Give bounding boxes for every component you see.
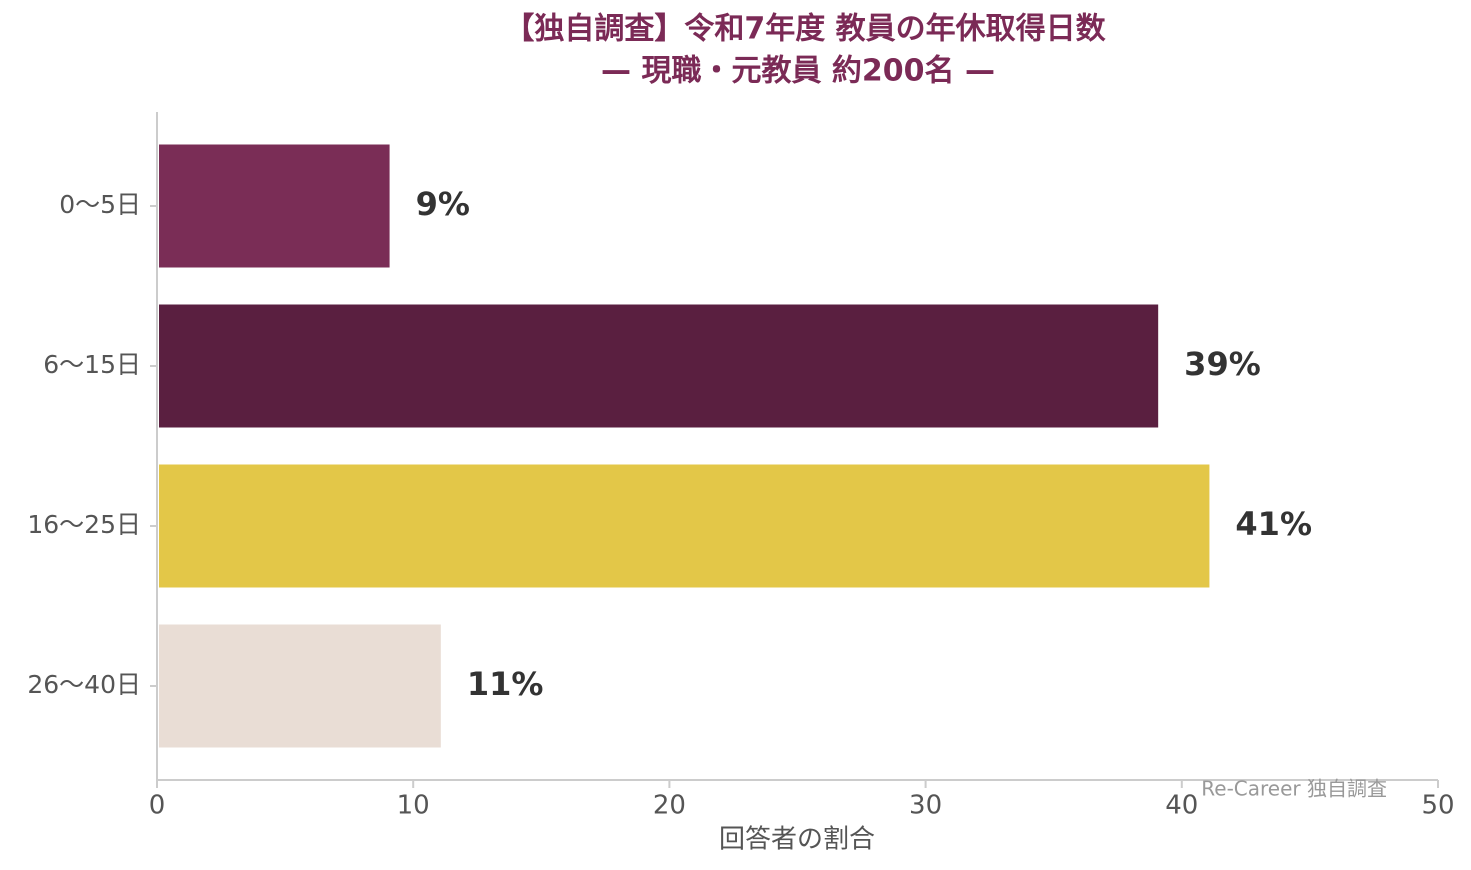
x-tick-label: 0	[149, 791, 166, 821]
bar	[159, 464, 1210, 588]
y-tick-label: 6〜15日	[43, 350, 141, 379]
x-tick-label: 20	[653, 791, 686, 821]
value-label: 39%	[1184, 345, 1261, 383]
bar	[159, 624, 441, 748]
bar	[159, 144, 390, 268]
chart-title: 【独自調査】令和7年度 教員の年休取得日数	[504, 12, 1106, 47]
x-tick-label: 10	[397, 791, 430, 821]
annotation: Re-Career 独自調査	[1201, 777, 1387, 801]
bar	[159, 304, 1159, 428]
value-label: 41%	[1235, 505, 1312, 543]
x-axis-label: 回答者の割合	[719, 825, 875, 855]
value-label: 11%	[467, 665, 544, 703]
chart-subtitle: — 現職・元教員 約200名 —	[601, 54, 995, 89]
y-tick-label: 0〜5日	[59, 190, 141, 219]
y-tick-label: 16〜25日	[27, 510, 141, 539]
x-tick-label: 40	[1165, 791, 1198, 821]
value-label: 9%	[416, 185, 470, 223]
y-tick-label: 26〜40日	[27, 670, 141, 699]
x-tick-label: 50	[1421, 791, 1454, 821]
x-tick-label: 30	[909, 791, 942, 821]
